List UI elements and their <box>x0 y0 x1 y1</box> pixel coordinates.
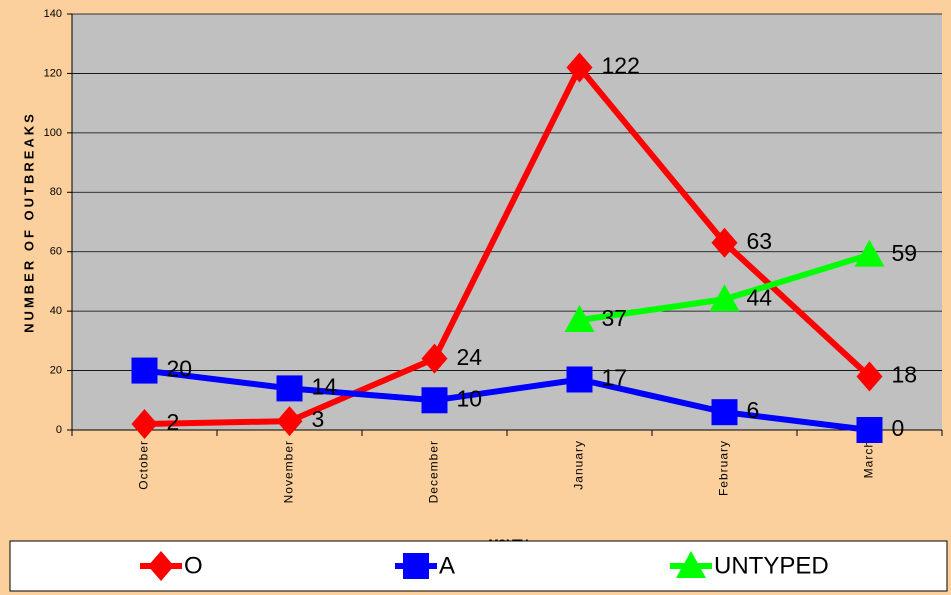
legend-label: A <box>439 552 455 579</box>
series-line <box>144 367 870 433</box>
marker <box>421 387 448 414</box>
data-label: 122 <box>602 53 640 79</box>
marker <box>131 409 158 440</box>
x-tick-label: December <box>427 440 441 503</box>
marker <box>709 284 740 312</box>
marker <box>711 399 738 426</box>
marker <box>148 551 174 581</box>
data-label: 3 <box>312 406 325 432</box>
data-label: 59 <box>892 240 918 266</box>
plot-area <box>72 14 942 430</box>
marker <box>566 366 593 393</box>
data-label: 6 <box>747 397 760 423</box>
marker <box>564 305 595 333</box>
marker <box>276 406 303 437</box>
y-tick-label: 100 <box>44 127 62 139</box>
x-tick-label: February <box>717 440 731 496</box>
data-label: 63 <box>747 228 773 254</box>
marker <box>403 553 429 579</box>
data-label: 44 <box>747 284 773 310</box>
legend-label: O <box>184 552 203 579</box>
marker <box>856 361 883 392</box>
y-tick-label: 40 <box>50 305 62 317</box>
data-label: 17 <box>602 365 628 391</box>
marker <box>131 357 158 384</box>
series: 37 44 59 <box>564 239 918 333</box>
data-label: 10 <box>457 385 483 411</box>
marker <box>676 551 706 578</box>
y-tick-label: 120 <box>44 67 62 79</box>
data-label: 2 <box>167 409 180 435</box>
y-tick-label: 80 <box>50 186 62 198</box>
y-tick-label: 140 <box>44 8 62 20</box>
y-tick-label: 20 <box>50 364 62 376</box>
data-label: 20 <box>167 356 193 382</box>
marker <box>856 417 883 443</box>
y-axis-label: NUMBER OF OUTBREAKS <box>21 111 36 333</box>
data-label: 37 <box>602 305 628 331</box>
x-tick-label: January <box>572 440 586 490</box>
y-tick-label: 0 <box>56 424 62 436</box>
marker <box>854 239 885 267</box>
marker <box>421 343 448 374</box>
data-label: 24 <box>457 344 483 370</box>
series: 20 14 10 17 6 0 <box>131 356 905 443</box>
x-tick-label: October <box>137 440 151 490</box>
marker <box>566 52 593 83</box>
x-tick-label: November <box>282 440 296 503</box>
data-label: 14 <box>312 373 338 399</box>
marker <box>276 375 303 402</box>
x-tick-label: March <box>862 440 876 478</box>
marker <box>711 227 738 258</box>
y-tick-label: 60 <box>50 246 62 258</box>
legend-label: UNTYPED <box>714 552 829 579</box>
data-label: 18 <box>892 362 918 388</box>
series: 2 3 24 122 63 18 <box>131 52 918 440</box>
series-line <box>144 62 872 428</box>
data-label: 0 <box>892 415 905 441</box>
